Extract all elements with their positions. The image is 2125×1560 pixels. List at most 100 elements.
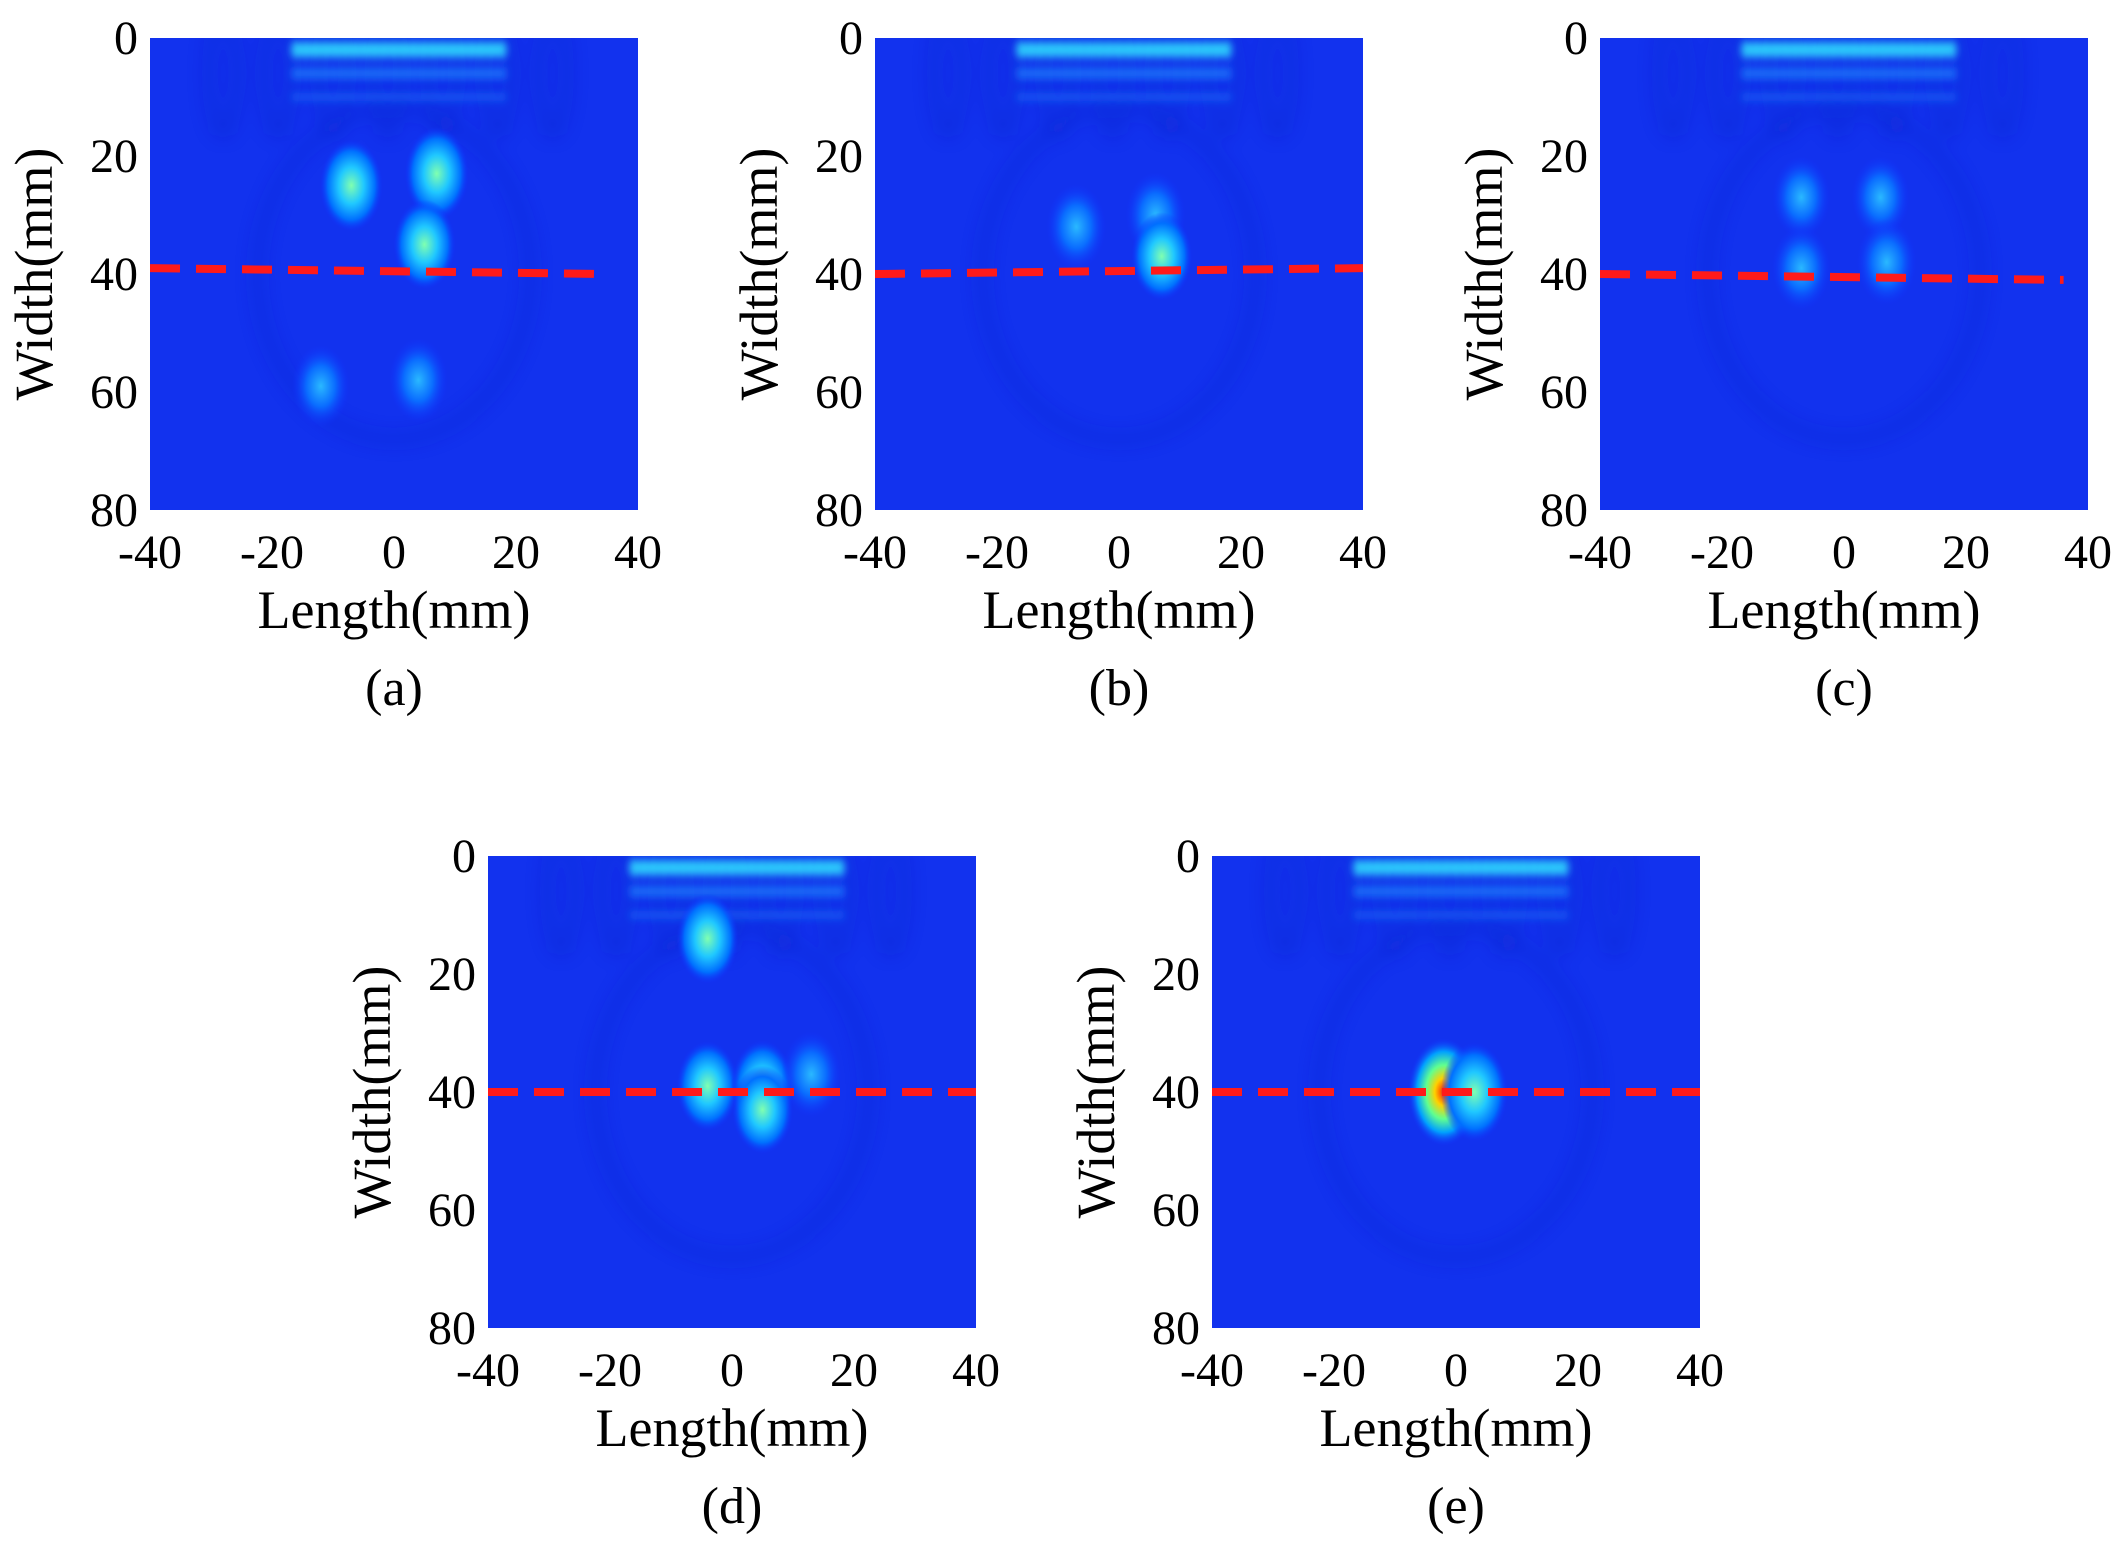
y-tick-label: 40 [90, 248, 138, 301]
hotspot [291, 344, 350, 428]
hotspot [676, 893, 739, 984]
x-axis-label: Length(mm) [983, 580, 1256, 640]
surface-ripple-band [1741, 40, 1957, 102]
hotspot [676, 1041, 739, 1132]
x-tick-label: -40 [118, 526, 182, 579]
x-tick-label: -40 [456, 1344, 520, 1397]
reference-line [1600, 270, 2064, 284]
x-tick-label: 40 [2064, 526, 2112, 579]
panel-d: 0 20 40 60 80-40 -20 0 20 40 Length(mm) Width(mm) (… [342, 830, 1000, 1535]
x-axis-label: Length(mm) [1320, 1398, 1593, 1458]
y-axis-label: Width(mm) [1454, 148, 1514, 401]
x-tick-label: 40 [1339, 526, 1387, 579]
hotspot [781, 1031, 842, 1118]
y-tick-label: 0 [452, 830, 476, 883]
x-axis-label: Length(mm) [258, 580, 531, 640]
x-tick-label: -20 [965, 526, 1029, 579]
x-tick-label: 20 [1942, 526, 1990, 579]
y-tick-label: 20 [428, 948, 476, 1001]
hotspots [1046, 171, 1193, 301]
x-tick-label: 40 [614, 526, 662, 579]
y-tick-label: 60 [1540, 366, 1588, 419]
x-tick-label: -20 [578, 1344, 642, 1397]
reference-line [875, 264, 1363, 278]
y-axis-label: Width(mm) [1066, 966, 1126, 1219]
x-axis-label: Length(mm) [1708, 580, 1981, 640]
y-tick-label: 0 [1176, 830, 1200, 883]
x-tick-label: 0 [1107, 526, 1131, 579]
hotspot [388, 337, 448, 423]
y-tick-label: 80 [1152, 1302, 1200, 1355]
y-tick-label: 80 [1540, 484, 1588, 537]
hotspot [1046, 183, 1107, 270]
hotspot [1771, 225, 1831, 311]
panel-e: 0 20 40 60 80-40 -20 0 20 40 Length(mm) Width(mm) (… [1066, 830, 1724, 1535]
x-axis-label: Length(mm) [596, 1398, 869, 1458]
hotspot [1131, 212, 1193, 301]
x-tick-label: 40 [952, 1344, 1000, 1397]
y-tick-label: 40 [1540, 248, 1588, 301]
y-tick-label: 40 [1152, 1066, 1200, 1119]
x-tick-label: -20 [1302, 1344, 1366, 1397]
heatmap-plot [875, 38, 1363, 510]
hotspot [1856, 219, 1917, 306]
y-tick-label: 60 [815, 366, 863, 419]
x-tick-label: 0 [382, 526, 406, 579]
y-tick-label: 80 [815, 484, 863, 537]
panel-c: 0 20 40 60 80-40 -20 0 20 40 Length(mm) Width(mm) (… [1454, 12, 2112, 717]
y-tick-label: 20 [815, 130, 863, 183]
x-tick-label: -20 [1690, 526, 1754, 579]
x-tick-label: 20 [1217, 526, 1265, 579]
heatmap-plot [1600, 38, 2088, 510]
surface-ripple-band [1353, 858, 1569, 920]
y-axis-label: Width(mm) [4, 148, 64, 401]
y-tick-label: 40 [428, 1066, 476, 1119]
x-tick-label: 0 [1444, 1344, 1468, 1397]
panel-caption: (e) [1427, 1478, 1485, 1535]
heatmap-plot [1212, 856, 1700, 1328]
y-tick-label: 0 [839, 12, 863, 65]
x-tick-label: 20 [1554, 1344, 1602, 1397]
y-tick-label: 20 [1540, 130, 1588, 183]
surface-ripple-band [1016, 40, 1232, 102]
hotspot [319, 139, 383, 232]
heatmap-plot [488, 856, 976, 1328]
panel-caption: (d) [702, 1478, 763, 1535]
hotspot [404, 126, 469, 221]
x-tick-label: -40 [1568, 526, 1632, 579]
hotspots [676, 893, 842, 1154]
hotspot [1440, 1042, 1508, 1142]
y-tick-label: 20 [1152, 948, 1200, 1001]
panel-caption: (b) [1089, 660, 1150, 717]
y-tick-label: 80 [90, 484, 138, 537]
hotspot [393, 199, 456, 290]
hotspots [1771, 155, 1917, 311]
hotspot [1772, 155, 1831, 239]
panel-caption: (c) [1815, 660, 1873, 717]
hotspot [732, 1065, 793, 1154]
x-tick-label: -20 [240, 526, 304, 579]
x-tick-label: 40 [1676, 1344, 1724, 1397]
y-tick-label: 60 [90, 366, 138, 419]
y-tick-label: 0 [1564, 12, 1588, 65]
y-tick-label: 40 [815, 248, 863, 301]
panel-caption: (a) [365, 660, 423, 717]
y-tick-label: 80 [428, 1302, 476, 1355]
x-tick-label: 20 [492, 526, 540, 579]
x-tick-label: 20 [830, 1344, 878, 1397]
reference-line [150, 264, 608, 278]
y-tick-label: 60 [1152, 1184, 1200, 1237]
y-axis-label: Width(mm) [729, 148, 789, 401]
x-tick-label: -40 [1180, 1344, 1244, 1397]
surface-ripple-band [291, 40, 507, 102]
x-tick-label: -40 [843, 526, 907, 579]
y-tick-label: 60 [428, 1184, 476, 1237]
y-tick-label: 0 [114, 12, 138, 65]
hotspots [291, 126, 469, 428]
hotspot [1851, 155, 1910, 239]
x-tick-label: 0 [1832, 526, 1856, 579]
panel-b: 0 20 40 60 80-40 -20 0 20 40 Length(mm) Width(mm) (… [729, 12, 1387, 717]
heatmap-plot [150, 38, 638, 510]
y-tick-label: 20 [90, 130, 138, 183]
